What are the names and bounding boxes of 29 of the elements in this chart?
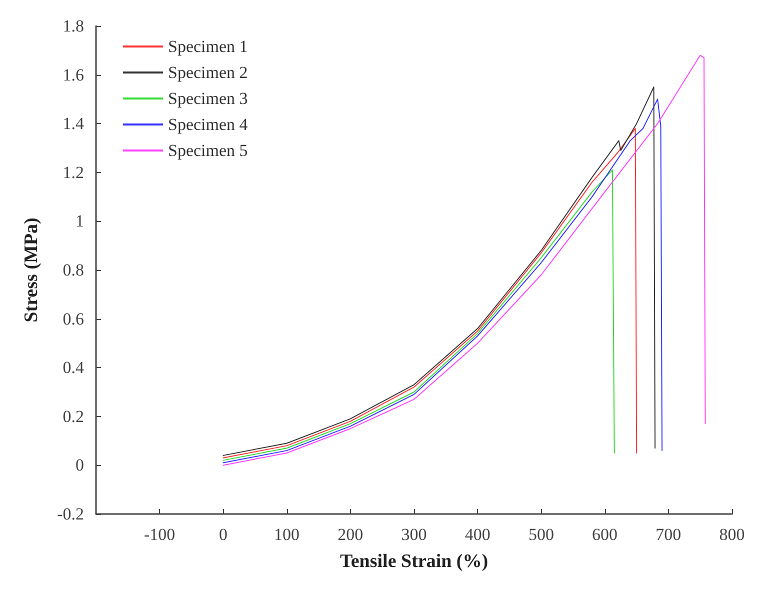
x-tick-label: 200 <box>338 525 364 544</box>
y-tick-label: 0.8 <box>62 260 84 280</box>
y-tick-label: 1.4 <box>62 114 84 134</box>
x-tick-label: 800 <box>719 525 745 544</box>
y-tick-label: 1.2 <box>62 162 84 182</box>
x-axis-title: Tensile Strain (%) <box>340 551 488 572</box>
x-tick-label: 700 <box>656 525 682 544</box>
x-tick-label: 300 <box>401 525 427 544</box>
y-tick-label: 0.4 <box>62 358 84 378</box>
legend-label: Specimen 2 <box>168 63 248 82</box>
x-tick-label: 100 <box>274 525 300 544</box>
legend-label: Specimen 4 <box>168 115 248 134</box>
x-tick-label: 0 <box>218 525 228 544</box>
x-tick-label: 500 <box>528 525 554 544</box>
y-tick-label: 1.6 <box>62 65 84 84</box>
x-tick-label: -100 <box>144 525 176 544</box>
x-tick-label: 400 <box>464 525 490 544</box>
x-tick-label: 600 <box>592 525 618 544</box>
legend-label: Specimen 1 <box>168 37 248 56</box>
y-tick-label: 1 <box>76 212 84 231</box>
y-tick-label: 0 <box>76 456 84 475</box>
y-tick-label: -0.2 <box>57 504 84 524</box>
y-axis-title: Stress (MPa) <box>21 218 42 322</box>
y-tick-label: 0.6 <box>62 309 84 328</box>
y-tick-label: 0.2 <box>62 406 84 426</box>
legend-label: Specimen 5 <box>168 141 248 160</box>
y-tick-label: 1.8 <box>62 16 84 36</box>
legend-label: Specimen 3 <box>168 89 248 108</box>
line-series <box>222 169 615 461</box>
